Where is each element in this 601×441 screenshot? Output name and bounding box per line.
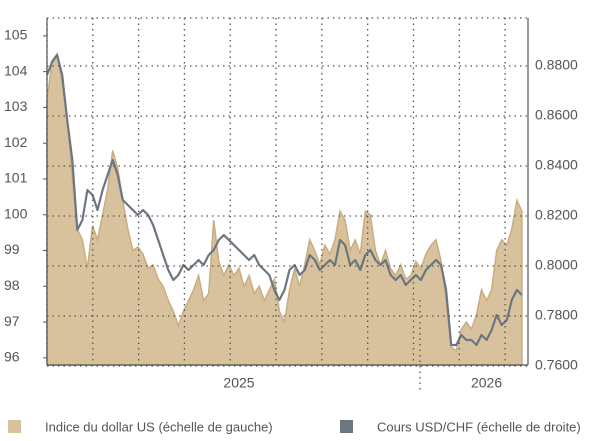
y-tick-label: 100 <box>4 205 28 221</box>
y-tick-label: 96 <box>4 349 20 365</box>
x-tick-label: 2026 <box>471 375 502 391</box>
legend-label: Indice du dollar US (échelle de gauche) <box>45 419 273 434</box>
y-tick-label: 101 <box>4 170 28 186</box>
legend-swatch <box>8 420 21 433</box>
y-tick-label: 102 <box>4 134 28 150</box>
y2-tick-label: 0.8000 <box>535 257 578 273</box>
y-tick-label: 98 <box>4 277 20 293</box>
y2-tick-label: 0.7600 <box>535 357 578 373</box>
y2-tick-label: 0.8800 <box>535 57 578 73</box>
y2-tick-label: 0.8400 <box>535 157 578 173</box>
y2-tick-label: 0.8200 <box>535 207 578 223</box>
line <box>45 53 523 347</box>
y2-tick-label: 0.7800 <box>535 307 578 323</box>
y-tick-label: 97 <box>4 313 20 329</box>
y-tick-label: 103 <box>4 98 28 114</box>
y-tick-label: 104 <box>4 62 28 78</box>
x-tick-label: 2025 <box>223 375 254 391</box>
legend-swatch <box>340 420 353 433</box>
y2-tick-label: 0.8600 <box>535 107 578 123</box>
legend-label: Cours USD/CHF (échelle de droite) <box>377 419 581 434</box>
y-tick-label: 105 <box>4 27 28 43</box>
area <box>46 51 523 366</box>
y-tick-label: 99 <box>4 241 20 257</box>
